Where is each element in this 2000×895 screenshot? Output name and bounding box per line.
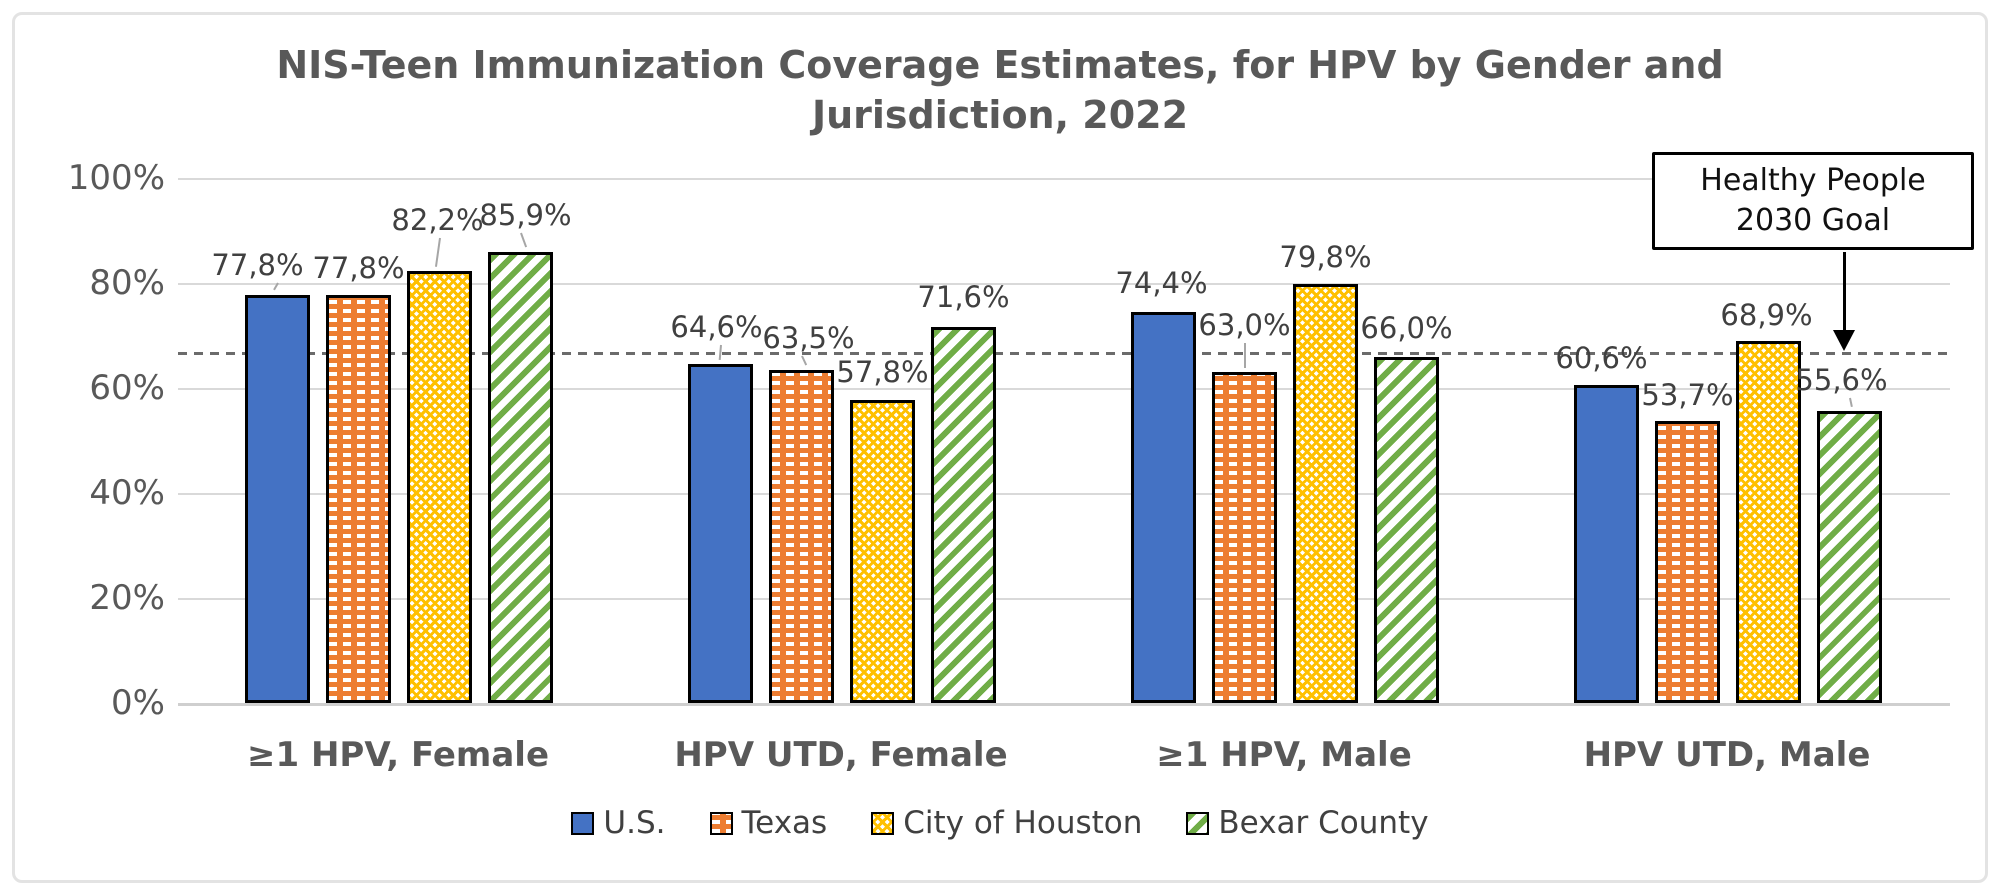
legend-label: Bexar County xyxy=(1218,805,1429,841)
legend-item: U.S. xyxy=(571,805,666,841)
legend-swatch xyxy=(709,811,733,835)
data-label: 82,2% xyxy=(391,203,484,238)
y-axis-tick-label: 0% xyxy=(111,683,165,723)
bar xyxy=(688,363,753,703)
goal-annotation-line-2: 2030 Goal xyxy=(1735,203,1891,238)
data-label: 71,6% xyxy=(917,280,1010,315)
bar xyxy=(931,327,996,703)
gridline xyxy=(178,598,1950,600)
bar xyxy=(1574,384,1639,703)
bar xyxy=(1655,421,1720,703)
data-label: 79,8% xyxy=(1279,240,1372,275)
legend-label: Texas xyxy=(741,805,828,841)
x-axis-category-label: HPV UTD, Male xyxy=(1583,735,1871,775)
y-axis-tick-label: 100% xyxy=(67,158,165,198)
goal-arrow-icon xyxy=(1833,330,1855,351)
data-label: 55,6% xyxy=(1795,363,1888,398)
x-axis-category-label: ≥1 HPV, Male xyxy=(1156,735,1412,775)
legend-item: Bexar County xyxy=(1186,805,1429,841)
chart-title-line-1: NIS-Teen Immunization Coverage Estimates… xyxy=(276,43,1724,87)
gridline xyxy=(178,178,1950,180)
goal-annotation-box: Healthy People 2030 Goal xyxy=(1652,152,1974,250)
gridline xyxy=(178,283,1950,285)
gridline xyxy=(178,388,1950,390)
data-label: 63,5% xyxy=(762,320,855,355)
bar xyxy=(245,294,310,703)
data-label-leader-line xyxy=(519,232,527,248)
data-label-leader-line xyxy=(1848,397,1853,408)
data-label: 74,4% xyxy=(1115,266,1208,301)
legend: U.S. Texas City of Houston Bexar County xyxy=(0,806,2000,840)
data-label: 57,8% xyxy=(836,354,929,389)
legend-label: U.S. xyxy=(603,805,666,841)
data-label: 68,9% xyxy=(1720,298,1813,333)
bar xyxy=(1293,284,1358,703)
data-label: 60,6% xyxy=(1555,340,1648,375)
bar xyxy=(850,399,915,703)
bar xyxy=(1736,341,1801,703)
legend-swatch xyxy=(571,811,595,835)
legend-item: City of Houston xyxy=(871,806,1142,840)
x-axis-baseline xyxy=(178,703,1950,706)
goal-arrow-line xyxy=(1843,252,1846,332)
legend-swatch xyxy=(1186,811,1210,835)
data-label: 64,6% xyxy=(670,309,763,344)
data-label: 85,9% xyxy=(479,198,572,233)
chart-title: NIS-Teen Immunization Coverage Estimates… xyxy=(0,40,2000,140)
data-label: 77,8% xyxy=(211,247,304,282)
x-axis-category-label: ≥1 HPV, Female xyxy=(246,735,550,775)
goal-line xyxy=(178,351,1950,355)
data-label: 77,8% xyxy=(312,250,405,285)
goal-annotation-line-1: Healthy People xyxy=(1700,163,1926,198)
bar xyxy=(769,369,834,703)
chart-title-line-2: Jurisdiction, 2022 xyxy=(811,93,1189,137)
y-axis-tick-label: 20% xyxy=(89,578,165,618)
bar xyxy=(1374,356,1439,703)
data-label: 66,0% xyxy=(1360,310,1453,345)
data-label: 53,7% xyxy=(1641,378,1734,413)
bar xyxy=(1817,411,1882,703)
bar xyxy=(488,252,553,703)
gridline xyxy=(178,493,1950,495)
bar xyxy=(326,294,391,703)
y-axis-tick-label: 80% xyxy=(89,263,165,303)
data-label-leader-line xyxy=(1243,343,1246,369)
bar xyxy=(1131,312,1196,703)
legend-swatch xyxy=(871,811,895,835)
bar xyxy=(407,271,472,703)
x-axis-category-label: HPV UTD, Female xyxy=(674,735,1008,775)
data-label: 63,0% xyxy=(1198,308,1291,343)
y-axis-tick-label: 40% xyxy=(89,473,165,513)
data-label-leader-line xyxy=(718,344,722,360)
legend-label: City of Houston xyxy=(903,805,1143,841)
legend-item: Texas xyxy=(709,805,828,841)
y-axis-tick-label: 60% xyxy=(89,368,165,408)
bar xyxy=(1212,372,1277,703)
